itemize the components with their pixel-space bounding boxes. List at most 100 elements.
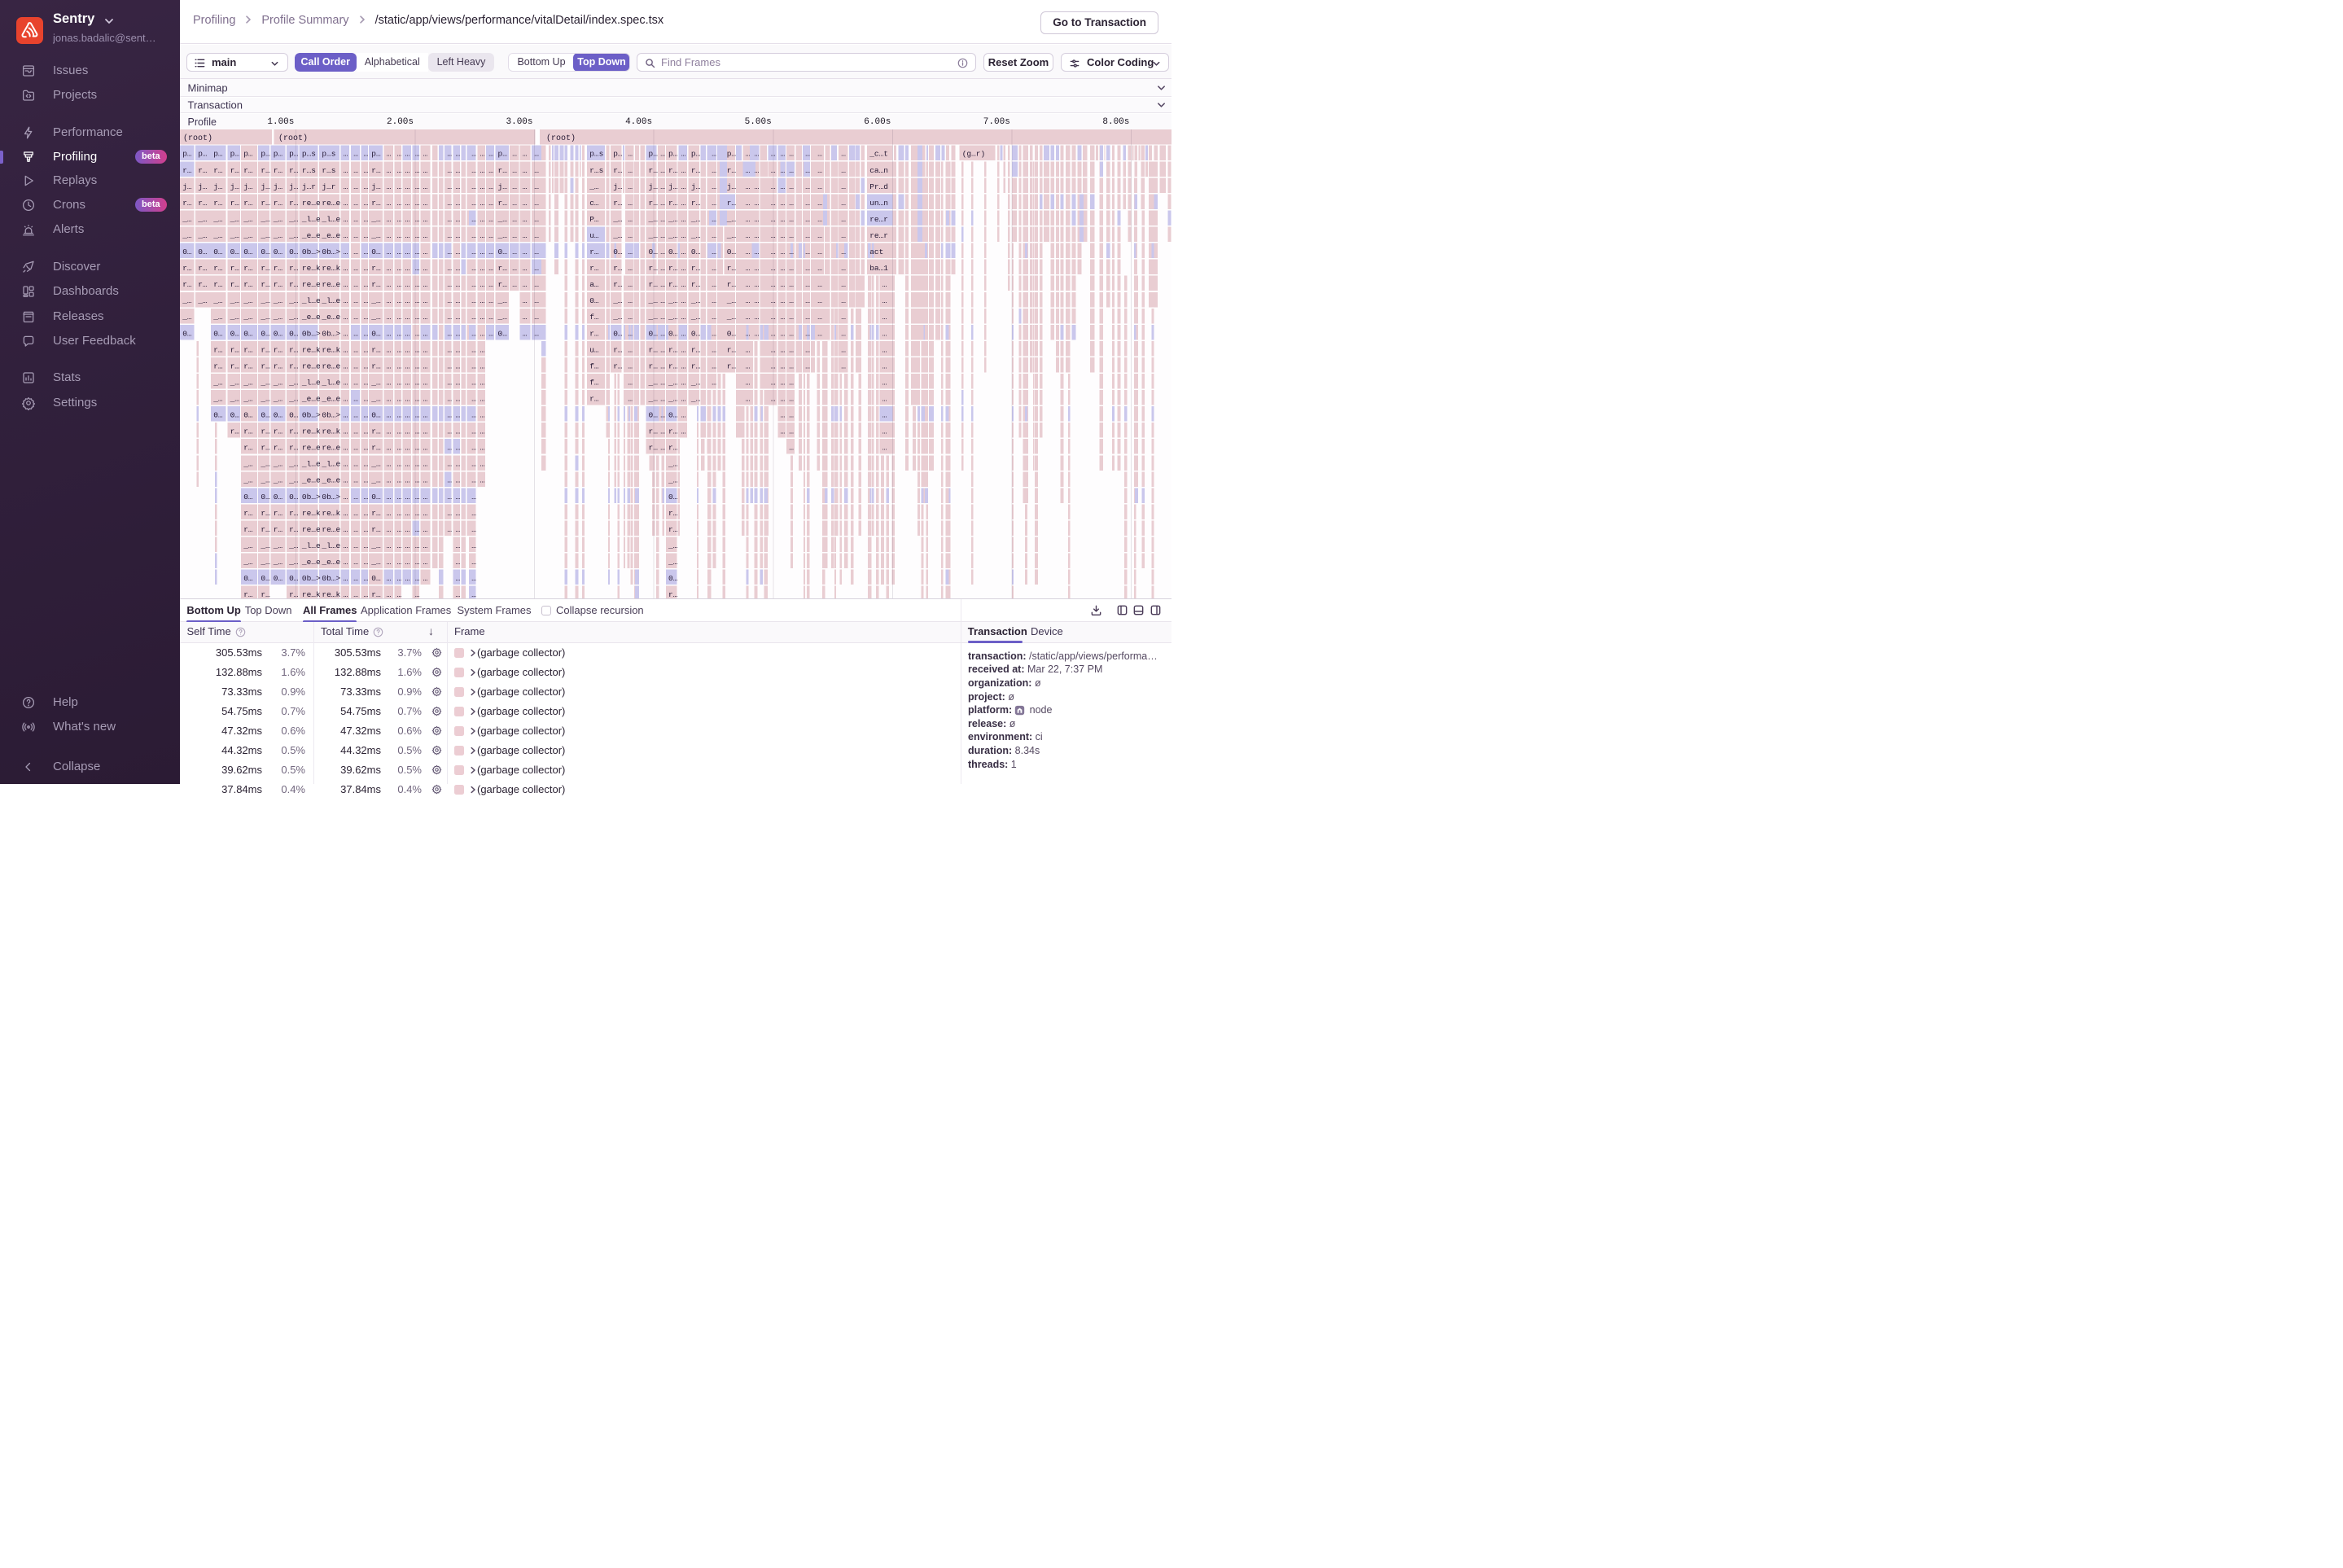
svg-text:_…: _…: [260, 231, 270, 240]
svg-text:p…s: p…s: [302, 150, 316, 159]
svg-text:…: …: [405, 444, 410, 453]
svg-text:r…: r…: [243, 444, 253, 453]
svg-text:…: …: [746, 166, 751, 175]
svg-text:…: …: [480, 215, 485, 224]
svg-text:…: …: [534, 199, 539, 208]
svg-text:_…: _…: [288, 541, 299, 550]
svg-text:r…: r…: [230, 166, 240, 175]
svg-text:_…: _…: [182, 313, 192, 322]
svg-text:0…: 0…: [198, 247, 208, 256]
svg-text:r…: r…: [289, 590, 299, 599]
svg-text:0…: 0…: [668, 329, 678, 338]
svg-text:…: …: [628, 361, 633, 370]
svg-text:…: …: [353, 199, 358, 208]
svg-text:…: …: [405, 296, 410, 305]
svg-text:j…: j…: [498, 182, 508, 191]
svg-text:…: …: [344, 215, 348, 224]
svg-text:…: …: [746, 215, 751, 224]
svg-text:…: …: [423, 509, 428, 518]
svg-text:…: …: [628, 378, 633, 387]
svg-text:…: …: [353, 329, 358, 338]
svg-text:…: …: [397, 590, 402, 599]
svg-text:0…: 0…: [371, 574, 381, 583]
svg-text:…: …: [712, 215, 716, 224]
svg-text:…: …: [681, 215, 686, 224]
svg-text:…: …: [789, 378, 794, 387]
svg-text:(root): (root): [183, 134, 212, 143]
svg-text:…: …: [523, 247, 528, 256]
svg-text:r…: r…: [649, 345, 659, 354]
svg-text:_…: _…: [273, 476, 283, 485]
svg-text:_…: _…: [230, 394, 240, 403]
svg-text:…: …: [789, 280, 794, 289]
svg-text:0…: 0…: [243, 574, 253, 583]
svg-text:_…: _…: [726, 215, 737, 224]
svg-text:_…: _…: [668, 296, 678, 305]
svg-text:…: …: [471, 231, 476, 240]
svg-text:_…: _…: [648, 296, 659, 305]
svg-text:0…: 0…: [371, 493, 381, 501]
svg-text:0…: 0…: [274, 329, 283, 338]
svg-text:_e…e: _e…e: [301, 231, 321, 240]
svg-text:…: …: [364, 427, 369, 436]
svg-text:_…: _…: [668, 541, 678, 550]
svg-text:…: …: [456, 345, 461, 354]
svg-text:…: …: [841, 150, 846, 159]
svg-text:r…: r…: [274, 444, 283, 453]
svg-text:r…: r…: [691, 280, 701, 289]
svg-text:…: …: [488, 313, 493, 322]
svg-text:p…: p…: [613, 150, 623, 159]
svg-text:re…k: re…k: [302, 590, 321, 599]
svg-text:…: …: [423, 247, 428, 256]
svg-text:…: …: [841, 280, 846, 289]
svg-text:…: …: [841, 231, 846, 240]
svg-text:…: …: [712, 378, 716, 387]
svg-text:r…s: r…s: [589, 166, 603, 175]
svg-text:…: …: [471, 411, 476, 420]
svg-text:…: …: [660, 444, 665, 453]
svg-text:…: …: [397, 444, 402, 453]
svg-text:…: …: [628, 264, 633, 273]
svg-text:…: …: [456, 199, 461, 208]
svg-text:_…: _…: [288, 378, 299, 387]
svg-text:…: …: [471, 525, 476, 534]
svg-text:…: …: [344, 411, 348, 420]
svg-text:…: …: [628, 231, 633, 240]
svg-text:r…: r…: [274, 264, 283, 273]
svg-text:r…: r…: [371, 264, 381, 273]
svg-text:_…: _…: [212, 231, 223, 240]
svg-text:0…: 0…: [261, 574, 270, 583]
svg-text:…: …: [755, 231, 760, 240]
svg-text:_…: _…: [230, 313, 240, 322]
svg-text:…: …: [364, 460, 369, 469]
svg-text:…: …: [746, 280, 751, 289]
svg-text:_…: _…: [690, 313, 701, 322]
svg-text:…: …: [447, 296, 452, 305]
svg-text:_…: _…: [370, 394, 381, 403]
svg-text:…: …: [364, 411, 369, 420]
svg-text:…: …: [364, 345, 369, 354]
svg-text:r…: r…: [198, 199, 208, 208]
svg-text:…: …: [405, 460, 410, 469]
svg-text:0…: 0…: [691, 247, 701, 256]
svg-text:…: …: [523, 182, 528, 191]
svg-text:…: …: [771, 345, 776, 354]
svg-text:…: …: [789, 247, 794, 256]
svg-text:…: …: [882, 313, 887, 322]
svg-text:r…: r…: [613, 361, 623, 370]
svg-text:0b…>: 0b…>: [302, 411, 321, 420]
svg-text:…: …: [344, 296, 348, 305]
svg-text:…: …: [405, 558, 410, 567]
svg-text:j…: j…: [274, 182, 283, 191]
svg-text:…: …: [817, 215, 822, 224]
svg-text:…: …: [423, 329, 428, 338]
svg-text:…: …: [387, 427, 392, 436]
svg-text:_…: _…: [243, 313, 253, 322]
svg-text:…: …: [523, 264, 528, 273]
svg-text:…: …: [387, 231, 392, 240]
svg-text:…: …: [387, 541, 392, 550]
svg-text:…: …: [456, 460, 461, 469]
svg-text:…: …: [353, 394, 358, 403]
svg-text:…: …: [781, 313, 786, 322]
svg-text:_…: _…: [260, 476, 270, 485]
